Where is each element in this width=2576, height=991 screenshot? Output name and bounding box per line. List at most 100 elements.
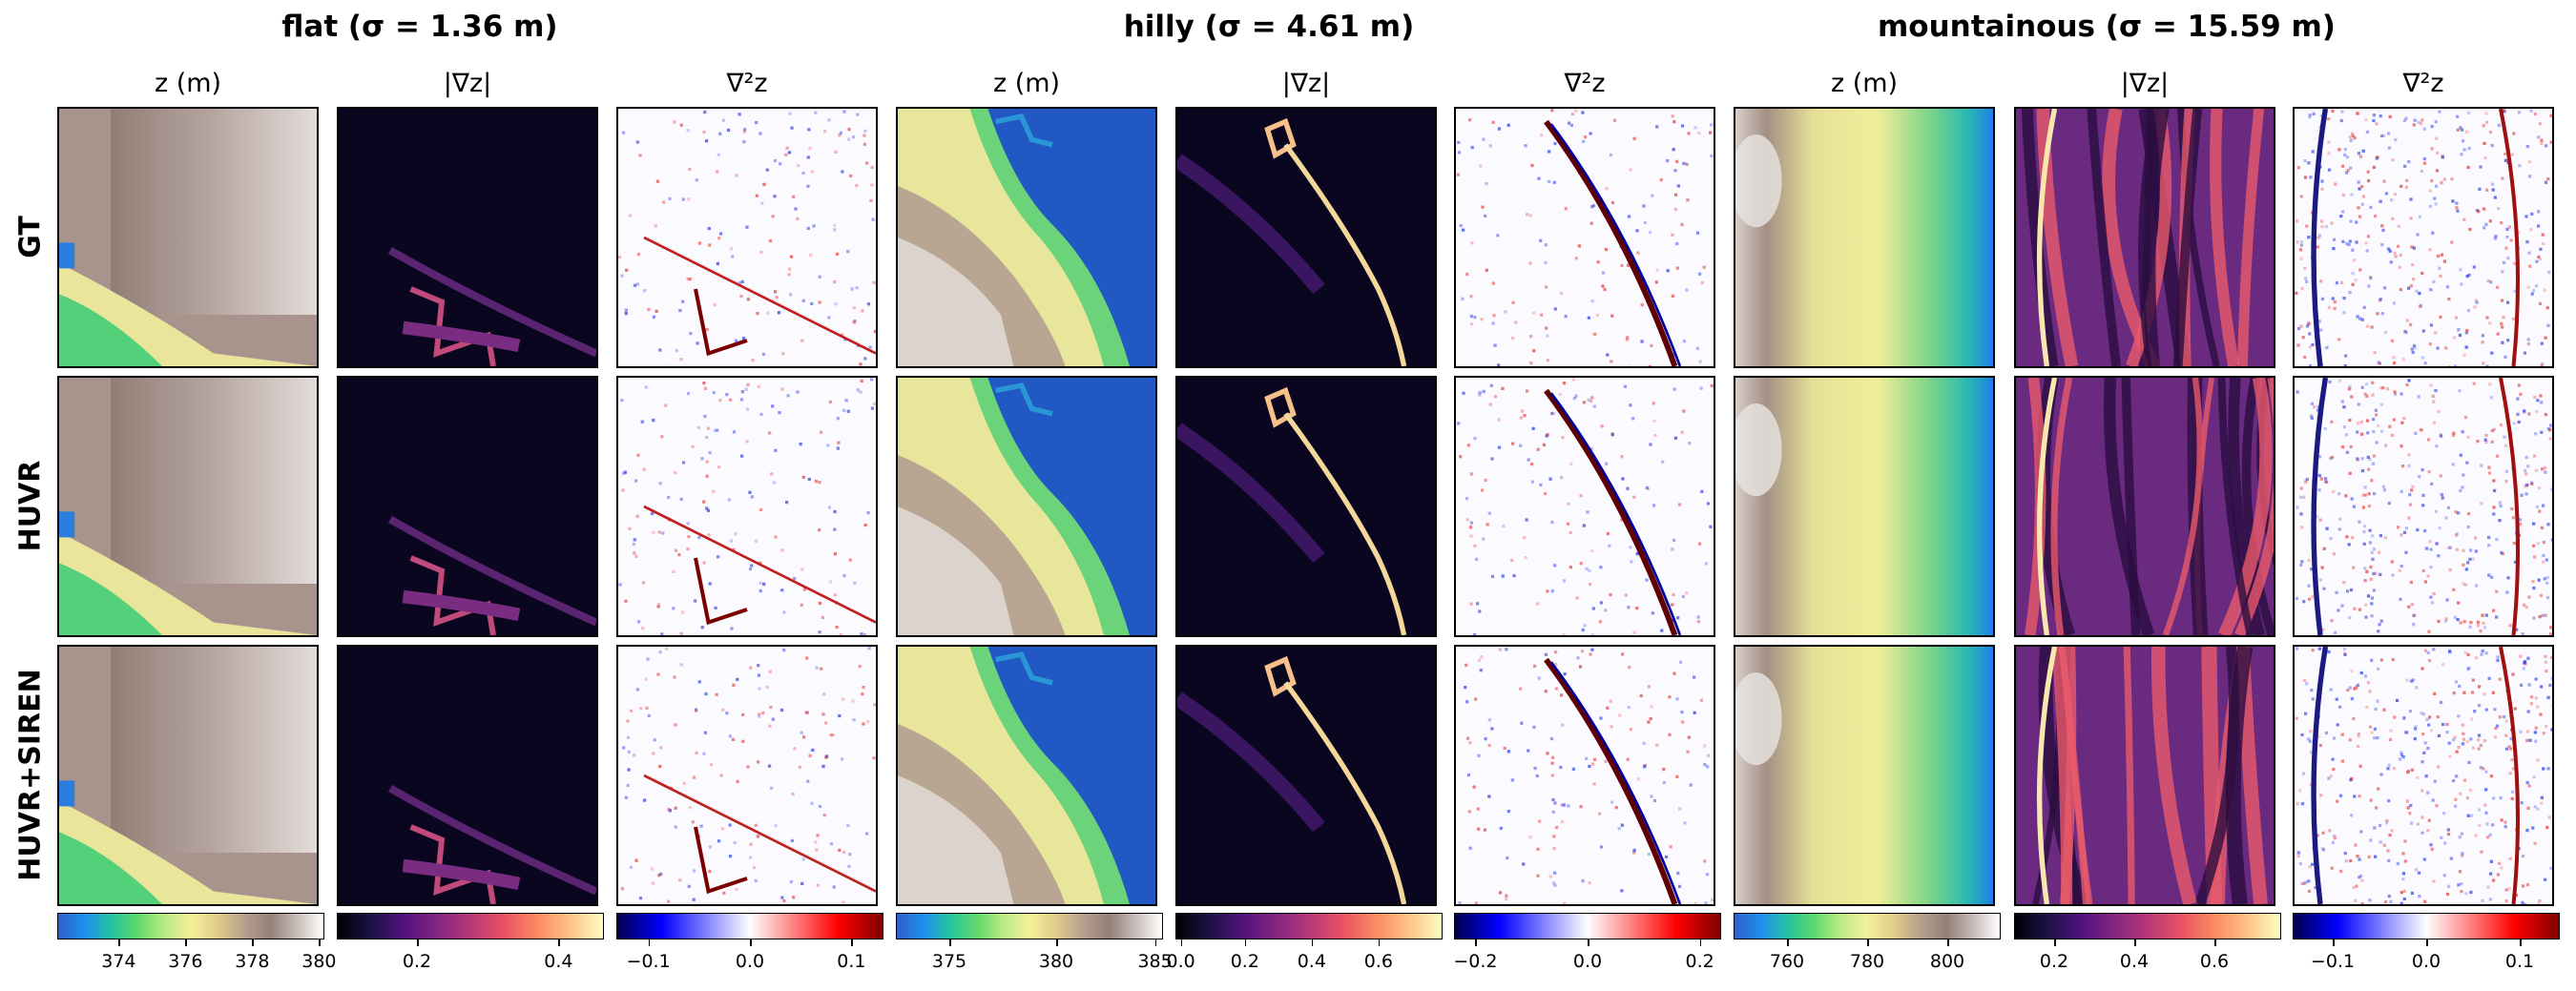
panel-hilly-laplacian-huvr: [1454, 376, 1715, 637]
panel-flat-elevation-huvr-siren: [57, 645, 319, 906]
panel-flat-laplacian-huvr-siren: [616, 645, 878, 906]
colorbar-tickmark: [118, 939, 120, 946]
colorbar-tickmark: [949, 939, 951, 946]
column-title: ∇²z: [2402, 69, 2444, 98]
panel-hilly-gradient-huvr-siren: [1175, 645, 1437, 906]
colorbar-tickmark: [851, 939, 853, 946]
column-title: z (m): [154, 69, 222, 98]
colorbar-seismic: [1454, 913, 1721, 939]
column-title: ∇²z: [1564, 69, 1606, 98]
colorbar-tick-label: 0.0: [1572, 951, 1603, 972]
column-title: |∇z|: [443, 69, 492, 98]
row-label-huvr: HUVR: [13, 460, 48, 552]
column-title: z (m): [1830, 69, 1899, 98]
colorbar-tickmark: [2426, 939, 2428, 946]
colorbar-magma: [2014, 913, 2281, 939]
panel-mountainous-elevation-huvr-siren: [1734, 645, 1995, 906]
colorbar-tick-label: 0.2: [1230, 951, 1259, 972]
row-label-gt: GT: [13, 216, 48, 258]
panel-mountainous-laplacian-gt: [2293, 107, 2554, 368]
colorbar-tick-label: 385: [1137, 951, 1173, 972]
column-title: |∇z|: [2120, 69, 2170, 98]
colorbar-tickmark: [185, 939, 187, 946]
panel-flat-gradient-huvr: [337, 376, 598, 637]
colorbar-tickmark: [2214, 939, 2216, 946]
panel-mountainous-elevation-huvr: [1734, 376, 1995, 637]
colorbar-tickmark: [1787, 939, 1789, 946]
colorbar-tick-label: 0.1: [837, 951, 866, 972]
column-title: ∇²z: [726, 69, 768, 98]
panel-hilly-elevation-gt: [896, 107, 1157, 368]
colorbar-tick-label: 760: [1769, 951, 1805, 972]
colorbar-tick-label: 375: [931, 951, 967, 972]
colorbar-tickmark: [2333, 939, 2335, 946]
colorbar-tickmark: [1311, 939, 1314, 946]
colorbar-tick-label: 376: [168, 951, 203, 972]
colorbar-tick-label: −0.1: [2310, 951, 2356, 972]
colorbar-tickmark: [1588, 939, 1589, 946]
colorbar-tickmark: [1180, 939, 1183, 946]
colorbar-tickmark: [1475, 939, 1477, 946]
colorbar-tickmark: [1056, 939, 1058, 946]
colorbar-terrain: [896, 913, 1163, 939]
colorbar-tick-label: 374: [101, 951, 136, 972]
colorbar-tick-label: 0.6: [1363, 951, 1393, 972]
group-title-hilly: hilly (σ = 4.61 m): [1123, 10, 1415, 44]
colorbar-tickmark: [2134, 939, 2136, 946]
colorbar-seismic: [616, 913, 883, 939]
colorbar-tick-label: 378: [235, 951, 270, 972]
colorbar-tick-label: 0.4: [1297, 951, 1326, 972]
colorbar-tick-label: 0.0: [735, 951, 765, 972]
panel-mountainous-gradient-gt: [2014, 107, 2275, 368]
colorbar-tick-label: 800: [1929, 951, 1965, 972]
panel-flat-laplacian-huvr: [616, 376, 878, 637]
colorbar-tickmark: [2054, 939, 2056, 946]
colorbar-tick-label: 780: [1849, 951, 1885, 972]
panel-flat-elevation-gt: [57, 107, 319, 368]
column-title: |∇z|: [1281, 69, 1331, 98]
panel-flat-gradient-gt: [337, 107, 598, 368]
panel-mountainous-gradient-huvr: [2014, 376, 2275, 637]
panel-hilly-gradient-huvr: [1175, 376, 1437, 637]
colorbar-tick-label: 0.0: [2411, 951, 2441, 972]
colorbar-tick-label: −0.1: [626, 951, 671, 972]
colorbar-tickmark: [1699, 939, 1702, 946]
panel-hilly-gradient-gt: [1175, 107, 1437, 368]
colorbar-tickmark: [1154, 939, 1157, 946]
colorbar-tick-label: 380: [301, 951, 337, 972]
colorbar-tickmark: [1867, 939, 1869, 946]
column-title: z (m): [992, 69, 1061, 98]
colorbar-tickmark: [1947, 939, 1949, 946]
panel-hilly-elevation-huvr: [896, 376, 1157, 637]
panel-hilly-elevation-huvr-siren: [896, 645, 1157, 906]
colorbar-tickmark: [648, 939, 651, 946]
colorbar-terrain: [57, 913, 324, 939]
panel-mountainous-laplacian-huvr-siren: [2293, 645, 2554, 906]
colorbar-tickmark: [319, 939, 321, 946]
colorbar-tick-label: 380: [1038, 951, 1074, 972]
colorbar-tickmark: [1378, 939, 1381, 946]
panel-hilly-laplacian-gt: [1454, 107, 1715, 368]
colorbar-magma: [1175, 913, 1443, 939]
colorbar-tick-label: 0.0: [1166, 951, 1195, 972]
group-title-flat: flat (σ = 1.36 m): [281, 10, 558, 44]
colorbar-tickmark: [2520, 939, 2522, 946]
panel-flat-gradient-huvr-siren: [337, 645, 598, 906]
colorbar-tick-label: 0.2: [402, 951, 432, 972]
panel-mountainous-laplacian-huvr: [2293, 376, 2554, 637]
colorbar-tickmark: [558, 939, 560, 946]
panel-flat-laplacian-gt: [616, 107, 878, 368]
panel-flat-elevation-huvr: [57, 376, 319, 637]
row-label-huvr-siren: HUVR+SIREN: [13, 669, 48, 881]
colorbar-tickmark: [417, 939, 419, 946]
group-title-mountainous: mountainous (σ = 15.59 m): [1878, 10, 2336, 44]
colorbar-tick-label: 0.4: [544, 951, 573, 972]
panel-mountainous-elevation-gt: [1734, 107, 1995, 368]
colorbar-terrain: [1734, 913, 2001, 939]
colorbar-tick-label: 0.2: [2039, 951, 2069, 972]
colorbar-tickmark: [750, 939, 752, 946]
colorbar-tick-label: −0.2: [1453, 951, 1498, 972]
colorbar-tickmark: [252, 939, 254, 946]
colorbar-magma: [337, 913, 604, 939]
panel-hilly-laplacian-huvr-siren: [1454, 645, 1715, 906]
